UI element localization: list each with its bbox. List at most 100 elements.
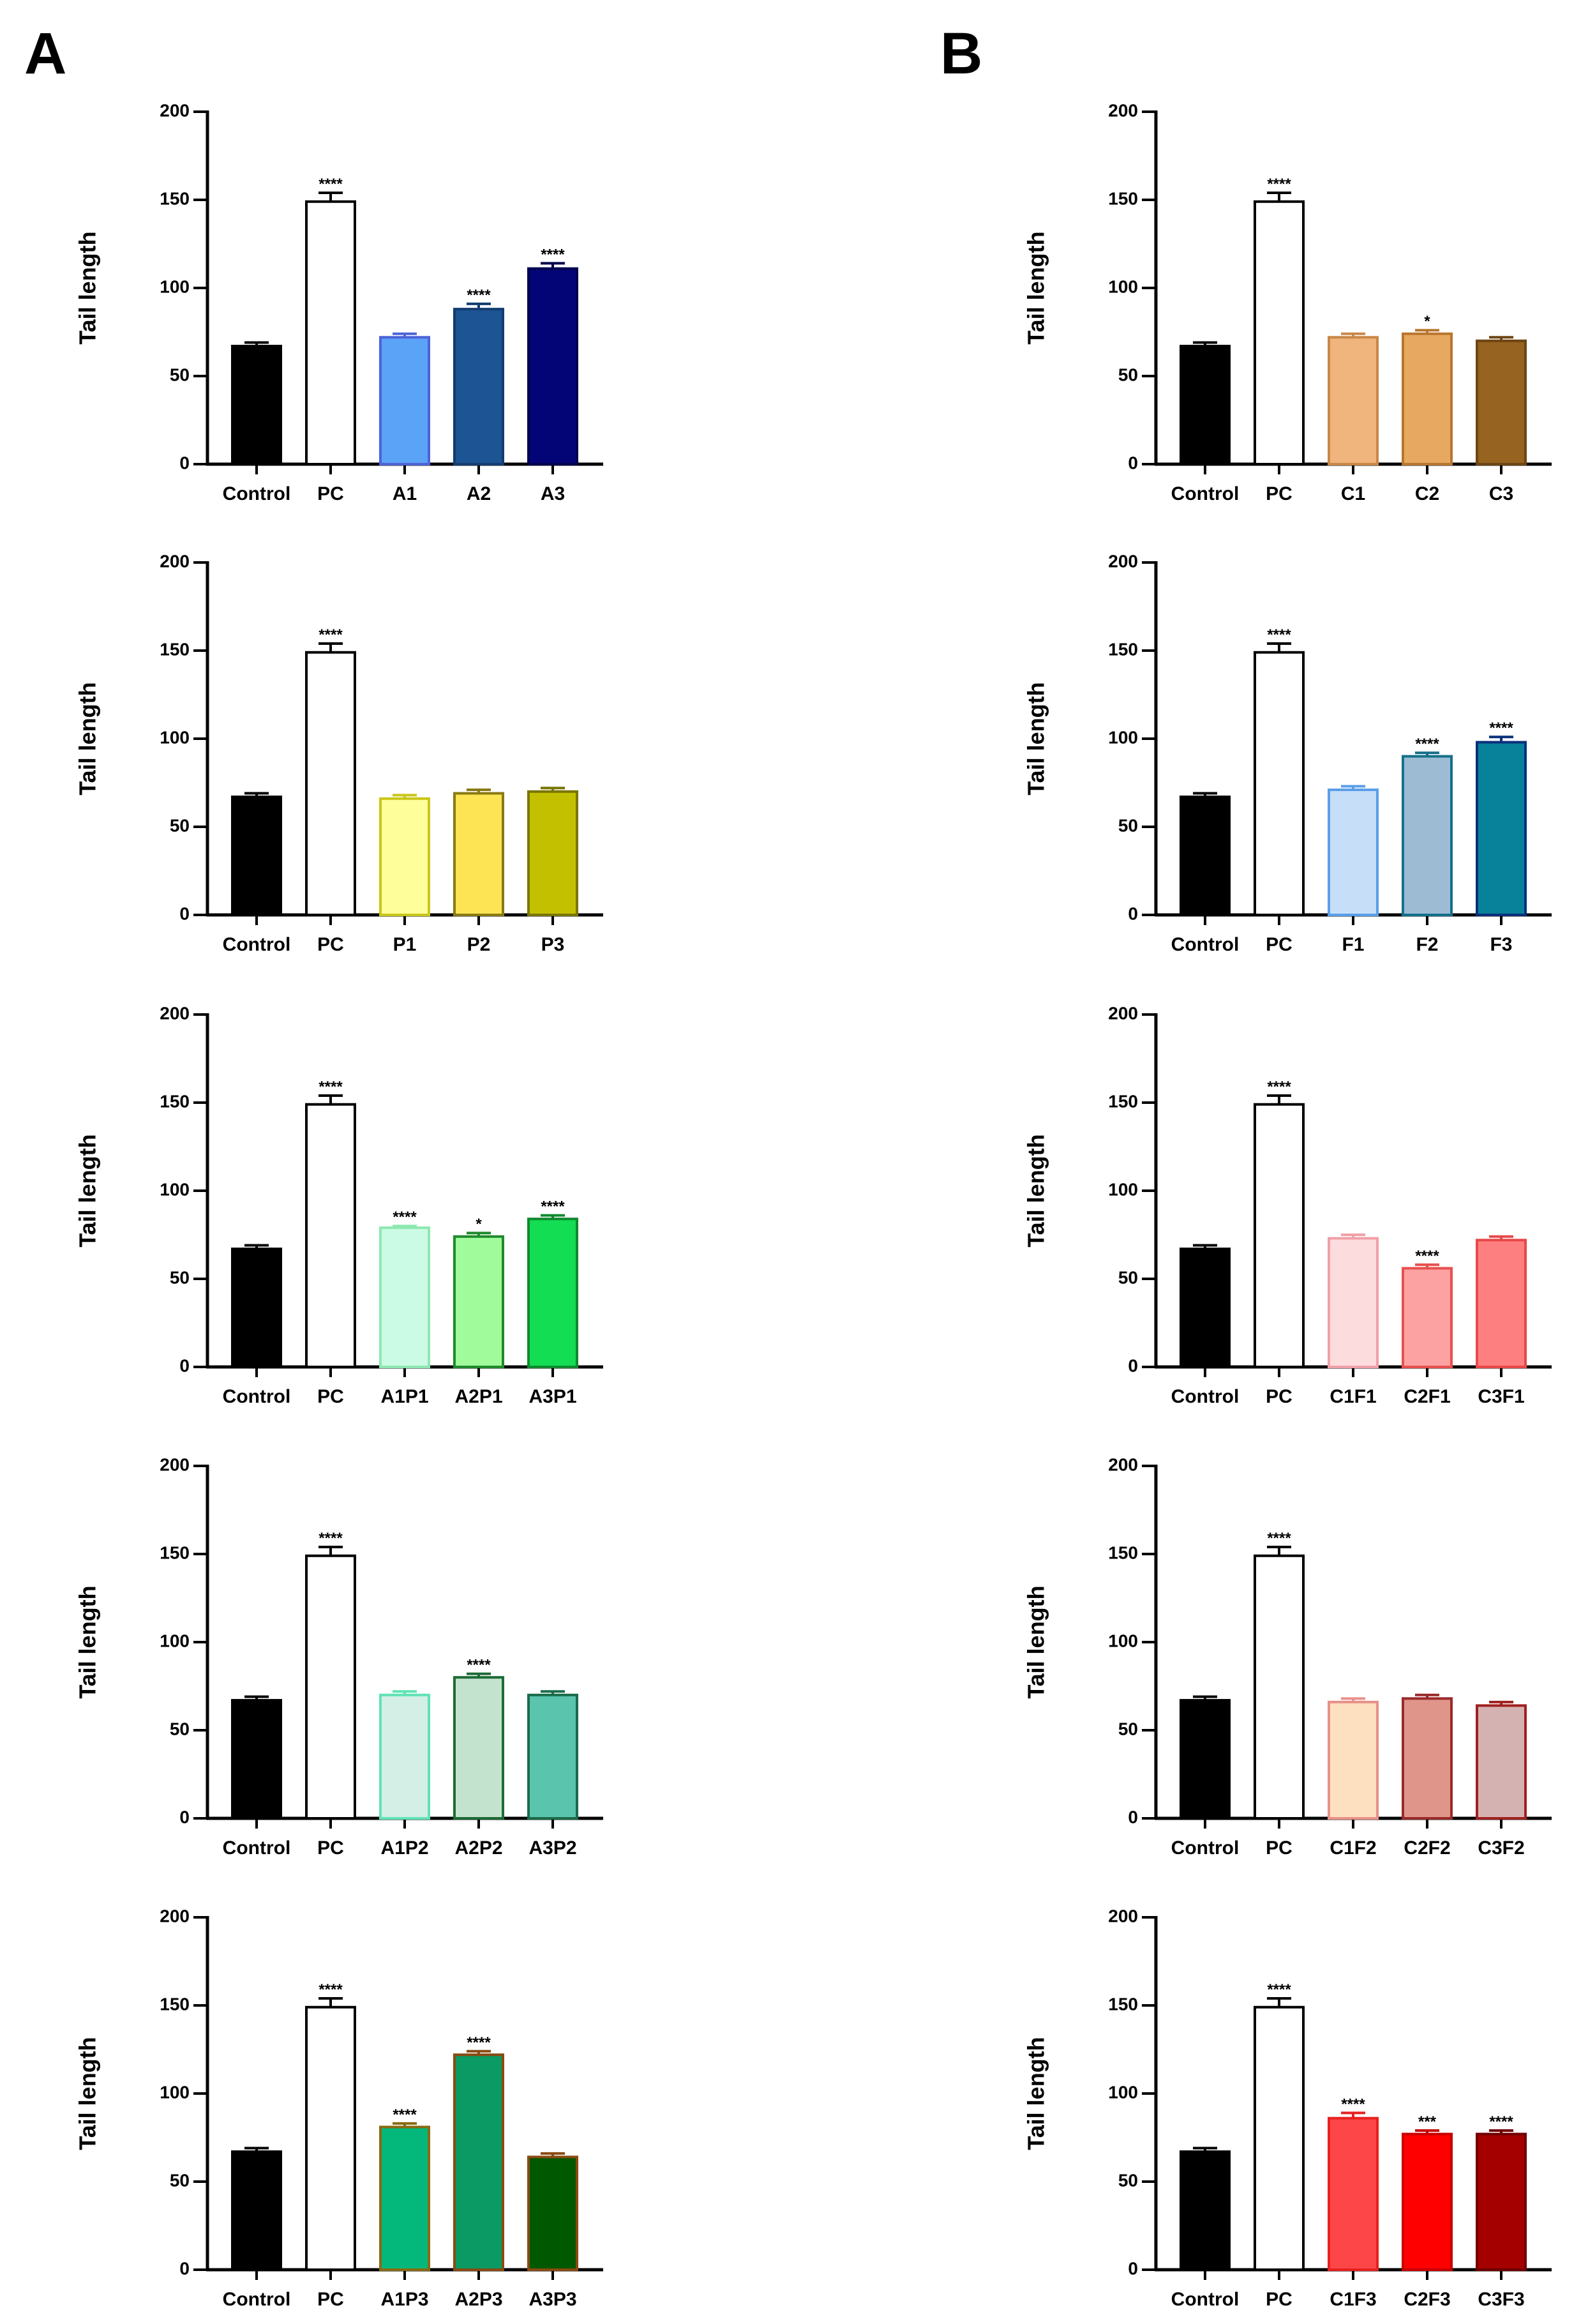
x-tick-label: PC (1266, 1386, 1293, 1407)
significance-label: * (476, 1216, 482, 1233)
y-axis-label: Tail length (1023, 231, 1049, 344)
x-tick-label: PC (1266, 483, 1293, 504)
y-tick-label: 200 (1108, 1906, 1138, 1926)
bar-c3 (1476, 339, 1527, 465)
bar-a2p1 (453, 1235, 504, 1369)
x-tick-label: C1F2 (1330, 1837, 1376, 1859)
significance-label: **** (467, 2034, 491, 2051)
y-tick-label: 100 (160, 2082, 190, 2102)
y-axis-label: Tail length (75, 682, 101, 795)
bar-p2 (453, 792, 504, 917)
significance-label: **** (541, 246, 565, 263)
x-tick-label: C1 (1341, 483, 1365, 504)
y-tick-label: 0 (179, 453, 190, 472)
x-tick-label: A3P1 (528, 1386, 576, 1407)
bar-p3 (527, 790, 578, 917)
x-tick-label: C3 (1489, 483, 1513, 504)
bar-control (231, 1248, 282, 1368)
y-tick-label: 0 (179, 903, 190, 923)
x-tick-label: PC (1266, 2289, 1293, 2310)
bar-c2f2 (1402, 1697, 1453, 1820)
y-tick-label: 150 (1108, 1091, 1138, 1111)
y-tick-label: 100 (1108, 727, 1138, 747)
x-tick-label: C3F2 (1478, 1837, 1524, 1859)
x-tick-label: A3 (541, 483, 565, 504)
x-tick-label: Control (1171, 1837, 1240, 1859)
bar-c1f1 (1328, 1237, 1379, 1369)
y-tick-label: 100 (160, 1631, 190, 1650)
x-tick-label: PC (317, 934, 344, 955)
chart-a5: Tail length 0 50 100 150 200 Control **** PC ****… (75, 1906, 603, 2310)
x-tick-label: A1P1 (380, 1386, 428, 1407)
y-tick-label: 100 (160, 1179, 190, 1199)
y-tick-label: 0 (1128, 2258, 1138, 2278)
y-tick-label: 200 (160, 1454, 190, 1474)
x-tick-label: Control (223, 934, 291, 955)
x-tick-label: PC (317, 1386, 344, 1407)
x-tick-label: F2 (1416, 934, 1438, 955)
x-tick-label: A2 (467, 483, 491, 504)
bar-a3 (527, 267, 578, 465)
bar-a2p2 (453, 1676, 504, 1820)
bar-pc (305, 1554, 356, 1820)
x-tick-label: C1F1 (1330, 1386, 1376, 1407)
x-tick-label: A1P2 (380, 1837, 428, 1859)
x-tick-label: A3P3 (528, 2289, 576, 2310)
bar-pc (1254, 1103, 1305, 1368)
x-tick-label: C1F3 (1330, 2289, 1376, 2310)
y-axis-label: Tail length (1023, 682, 1049, 795)
x-tick-label: PC (317, 1837, 344, 1859)
y-tick-label: 0 (179, 1355, 190, 1375)
bar-a1p1 (379, 1226, 430, 1368)
chart-b2: Tail length 0 50 100 150 200 Control **** PC F1 **… (1023, 551, 1552, 955)
y-tick-label: 50 (170, 365, 190, 384)
y-tick-label: 150 (1108, 188, 1138, 208)
significance-label: **** (1489, 720, 1513, 737)
y-tick-label: 150 (160, 1091, 190, 1111)
x-tick-label: Control (1171, 934, 1240, 955)
chart-b1: Tail length 0 50 100 150 200 Control **** PC C1 * C… (1023, 100, 1552, 504)
bar-c1f3 (1328, 2116, 1379, 2271)
significance-label: **** (318, 1078, 343, 1096)
y-axis-label: Tail length (75, 1134, 101, 1247)
y-tick-label: 50 (1118, 815, 1138, 835)
x-tick-label: A3P2 (528, 1837, 576, 1859)
panel-label-b: B (940, 21, 983, 86)
bar-c2f1 (1402, 1267, 1453, 1368)
bar-pc (1254, 2005, 1305, 2271)
bar-control (1180, 796, 1231, 916)
chart-b5: Tail length050100150200Control****PC****… (1023, 1906, 1552, 2310)
y-tick-label: 0 (1128, 1355, 1138, 1375)
significance-label: * (1424, 313, 1430, 330)
bar-c2 (1402, 332, 1453, 466)
x-tick-label: Control (223, 483, 291, 504)
chart-a2: Tail length 0 50 100 150 200 Control **** PC P1 P2… (75, 551, 603, 955)
y-axis-label: Tail length (75, 1585, 101, 1698)
bar-control (1180, 1699, 1231, 1820)
x-tick-label: A2P3 (454, 2289, 502, 2310)
chart-b4: Tail length 0 50 100 150 200 Control **** PC C1F2… (1023, 1454, 1552, 1859)
bar-c3f2 (1476, 1704, 1527, 1820)
x-tick-label: PC (1266, 1837, 1293, 1859)
bar-a1p3 (379, 2125, 430, 2271)
y-tick-label: 100 (1108, 276, 1138, 296)
x-tick-label: P2 (467, 934, 491, 955)
x-tick-label: F3 (1490, 934, 1512, 955)
significance-label: **** (393, 2106, 417, 2124)
bar-a3p3 (527, 2155, 578, 2272)
bar-f2 (1402, 755, 1453, 916)
y-axis-label: Tail length (75, 231, 101, 344)
y-tick-label: 50 (170, 1719, 190, 1739)
y-tick-label: 0 (179, 1807, 190, 1827)
y-axis-label: Tail length (1023, 1585, 1049, 1698)
y-tick-label: 50 (1118, 2170, 1138, 2190)
x-tick-label: A1P3 (380, 2289, 428, 2310)
bar-c1f2 (1328, 1700, 1379, 1820)
bar-control (231, 2150, 282, 2272)
bar-c2f3 (1402, 2132, 1453, 2271)
y-axis-label: Tail length (75, 2037, 101, 2150)
bar-c3f1 (1476, 1239, 1527, 1369)
x-tick-label: PC (317, 2289, 344, 2310)
y-tick-label: 100 (1108, 1631, 1138, 1650)
y-axis-label: Tail length (1023, 2037, 1049, 2150)
